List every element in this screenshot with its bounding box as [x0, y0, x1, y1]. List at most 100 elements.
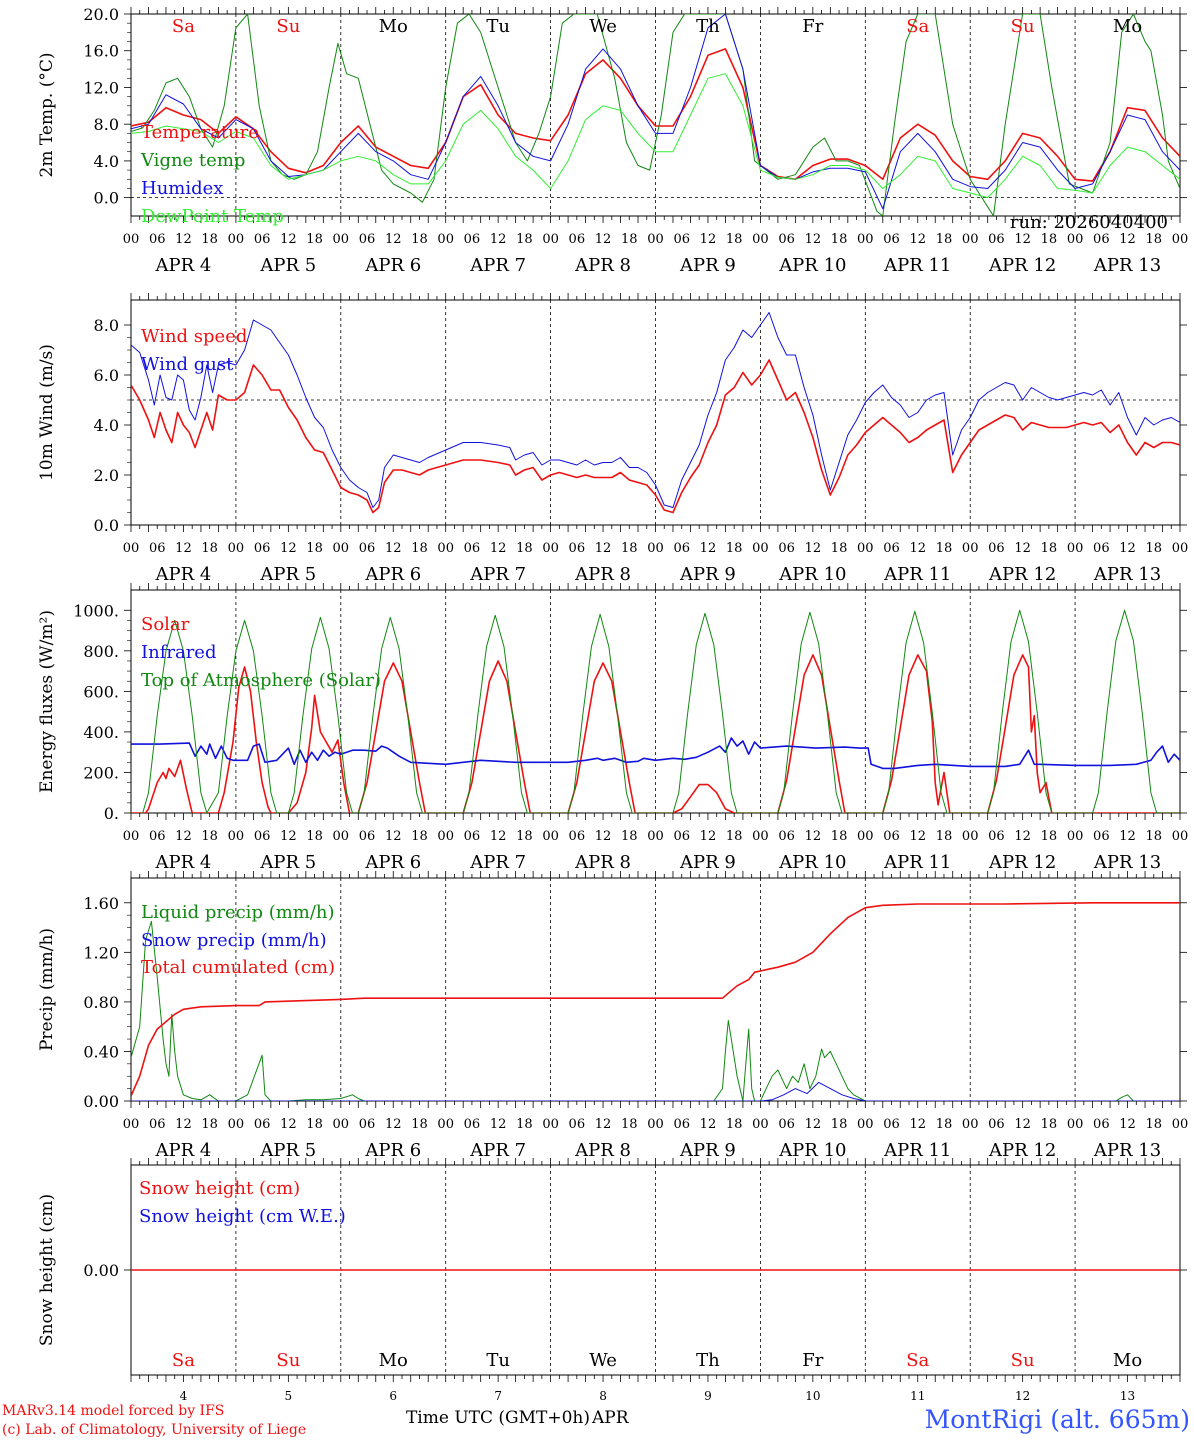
hour-tick-label: 18: [831, 541, 848, 556]
y-axis-label: Energy fluxes (W/m²): [37, 610, 57, 793]
y-tick-label: 0.0: [94, 189, 119, 208]
hour-tick-label: 06: [883, 829, 900, 844]
hour-tick-label: 12: [909, 541, 926, 556]
legend-entry: Wind speed: [141, 326, 247, 347]
hour-tick-label: 06: [149, 541, 166, 556]
y-axis-label: Snow height (cm): [37, 1194, 57, 1346]
hour-tick-label: 12: [1119, 1117, 1136, 1132]
hour-tick-label: 00: [228, 541, 245, 556]
weekday-label: Sa: [906, 1350, 929, 1371]
series-group: [131, 902, 1180, 1101]
hour-tick-label: 06: [1093, 541, 1110, 556]
hour-tick-label: 06: [254, 1117, 271, 1132]
weekday-label: Fr: [802, 16, 823, 37]
hour-tick-label: 06: [569, 232, 586, 247]
hour-tick-label: 06: [1093, 232, 1110, 247]
hour-tick-label: 00: [857, 541, 874, 556]
hour-tick-label: 18: [201, 1117, 218, 1132]
hour-tick-label: 18: [1146, 232, 1163, 247]
hour-tick-label: 06: [988, 232, 1005, 247]
panel-frame: [130, 299, 1181, 526]
date-label: APR 7: [469, 564, 526, 585]
weekday-label: Su: [1011, 1350, 1035, 1371]
weekday-label: Th: [696, 1350, 720, 1371]
date-label: APR 11: [883, 1140, 951, 1161]
hour-tick-label: 00: [1067, 232, 1084, 247]
hour-tick-label: 00: [542, 541, 559, 556]
hour-tick-label: 06: [359, 541, 376, 556]
hour-tick-label: 06: [883, 232, 900, 247]
day-number-label: 13: [1120, 1389, 1135, 1403]
series-temperature: [131, 48, 1180, 182]
weekday-label: Mo: [1113, 16, 1142, 37]
hour-tick-label: 00: [857, 232, 874, 247]
panel-frame: [130, 589, 1181, 814]
y-tick-label: 800.: [83, 642, 119, 661]
date-label: APR 4: [155, 1140, 212, 1161]
hour-tick-label: 00: [857, 829, 874, 844]
day-number-label: 9: [704, 1389, 712, 1403]
hour-tick-label: 12: [805, 541, 822, 556]
weekday-label: Su: [276, 16, 300, 37]
date-label: APR 9: [679, 1140, 736, 1161]
hour-tick-label: 12: [490, 829, 507, 844]
y-tick-label: 0.: [104, 804, 119, 823]
date-label: APR 10: [778, 852, 846, 873]
date-label: APR 5: [259, 564, 316, 585]
hour-tick-label: 00: [123, 1117, 140, 1132]
hour-tick-label: 00: [437, 541, 454, 556]
series-total-cumulated-cm: [131, 902, 1180, 1097]
series-vigne-temp: [131, 14, 1180, 216]
hour-tick-label: 00: [752, 541, 769, 556]
hour-tick-label: 12: [175, 232, 192, 247]
hour-tick-label: 00: [647, 541, 664, 556]
hour-tick-label: 06: [673, 541, 690, 556]
date-label: APR 13: [1093, 1140, 1161, 1161]
hour-tick-label: 06: [254, 541, 271, 556]
date-label: APR 8: [574, 255, 631, 276]
y-tick-label: 4.0: [94, 416, 119, 435]
hour-tick-label: 00: [228, 1117, 245, 1132]
hour-tick-label: 18: [1041, 232, 1058, 247]
hour-tick-label: 12: [909, 1117, 926, 1132]
day-number-label: 6: [389, 1389, 397, 1403]
hour-tick-label: 18: [1041, 829, 1058, 844]
weekday-label: Sa: [906, 16, 929, 37]
hour-tick-label: 00: [333, 1117, 350, 1132]
series-liquid-precip-mm-h: [131, 920, 1180, 1101]
hour-tick-label: 12: [280, 541, 297, 556]
hour-tick-label: 18: [621, 829, 638, 844]
hour-tick-label: 18: [831, 232, 848, 247]
hour-tick-label: 00: [647, 1117, 664, 1132]
hour-tick-label: 12: [1119, 232, 1136, 247]
meteogram-footer: MARv3.14 model forced by IFS (c) Lab. of…: [2, 1403, 1190, 1438]
hour-tick-label: 18: [411, 232, 428, 247]
legend-entry: Vigne temp: [140, 150, 245, 171]
date-label: APR 10: [778, 1140, 846, 1161]
date-label: APR 11: [883, 564, 951, 585]
hour-tick-label: 18: [516, 232, 533, 247]
y-tick-label: 0.40: [83, 1042, 119, 1061]
hour-tick-label: 18: [936, 541, 953, 556]
y-tick-label: 12.0: [83, 78, 119, 97]
hour-tick-label: 00: [752, 232, 769, 247]
hour-tick-label: 00: [962, 232, 979, 247]
hour-tick-label: 06: [988, 1117, 1005, 1132]
hour-tick-label: 18: [936, 232, 953, 247]
hour-tick-label: 06: [778, 541, 795, 556]
hour-tick-label: 18: [411, 541, 428, 556]
x-axis-label: Time UTC (GMT+0h): [406, 1408, 590, 1428]
date-label: APR 8: [574, 1140, 631, 1161]
day-number-label: 7: [494, 1389, 502, 1403]
date-label: APR 8: [574, 564, 631, 585]
hour-tick-label: 18: [1146, 541, 1163, 556]
date-label: APR 4: [155, 564, 212, 585]
legend-entry: DewPoint Temp: [141, 206, 284, 227]
hour-tick-label: 12: [909, 232, 926, 247]
hour-tick-label: 00: [1067, 1117, 1084, 1132]
date-label: APR 5: [259, 1140, 316, 1161]
hour-tick-label: 18: [411, 1117, 428, 1132]
weekday-label: Sa: [172, 1350, 195, 1371]
hour-tick-label: 12: [385, 232, 402, 247]
